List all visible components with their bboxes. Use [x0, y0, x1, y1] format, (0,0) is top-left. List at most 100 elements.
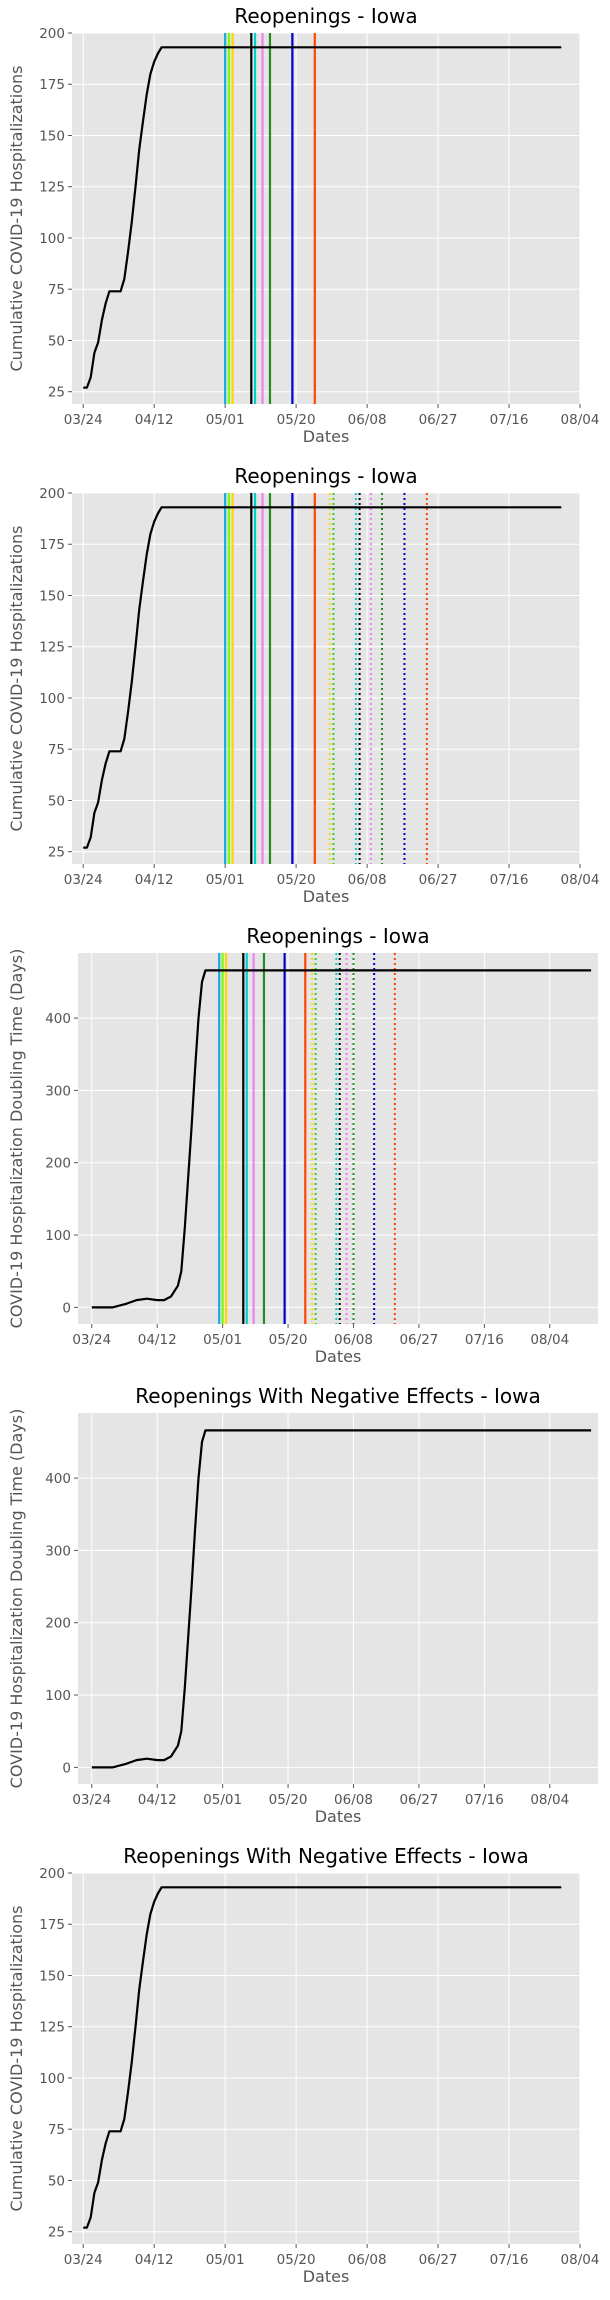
- x-tick-label: 06/27: [419, 872, 458, 888]
- x-tick-label: 06/27: [399, 1792, 438, 1808]
- chart-svg: 03/24 04/12 05/01 05/20 06/08 06/27 07/16 08/04…: [7, 464, 600, 906]
- chart-svg: 03/24 04/12 05/01 05/20 06/08 06/27 07/16 08/04…: [7, 1384, 598, 1826]
- x-axis-label: Dates: [315, 1807, 362, 1826]
- x-tick-label: 07/16: [490, 412, 529, 428]
- y-tick-label: 200: [39, 26, 65, 42]
- plot-area: [72, 33, 580, 404]
- x-tick-label: 03/24: [64, 412, 103, 428]
- x-tick-label: 07/16: [490, 2252, 529, 2268]
- x-tick-label: 05/01: [203, 1792, 242, 1808]
- x-tick-label: 06/08: [348, 872, 387, 888]
- x-tick-label: 05/01: [206, 2252, 245, 2268]
- y-tick-label: 400: [45, 1011, 71, 1027]
- plot-area: [72, 493, 580, 864]
- y-tick-label: 200: [45, 1156, 71, 1172]
- x-axis-label: Dates: [303, 2267, 350, 2286]
- plot-area: [78, 1413, 598, 1784]
- y-tick-label: 100: [45, 1688, 71, 1704]
- y-axis-label: Cumulative COVID-19 Hospitalizations: [7, 525, 26, 831]
- x-tick-label: 06/08: [334, 1792, 373, 1808]
- y-tick-label: 150: [39, 128, 65, 144]
- y-tick-label: 175: [39, 77, 65, 93]
- series-line: [83, 46, 562, 389]
- chart-panel-1: 03/24 04/12 05/01 05/20 06/08 06/27 07/16 08/04…: [0, 0, 610, 460]
- chart-title: Reopenings - Iowa: [246, 924, 429, 948]
- x-tick-label: 06/08: [348, 412, 387, 428]
- series-line: [83, 1886, 562, 2229]
- x-tick-label: 04/12: [135, 412, 174, 428]
- y-tick-label: 75: [48, 282, 65, 298]
- x-tick-label: 08/04: [561, 872, 600, 888]
- y-tick-label: 75: [48, 2122, 65, 2138]
- x-tick-label: 05/20: [277, 872, 316, 888]
- plot-area: [72, 1873, 580, 2244]
- x-tick-label: 05/01: [203, 1332, 242, 1348]
- x-tick-label: 05/20: [269, 1332, 308, 1348]
- y-tick-label: 150: [39, 588, 65, 604]
- x-tick-label: 06/27: [419, 2252, 458, 2268]
- x-tick-label: 03/24: [64, 2252, 103, 2268]
- y-tick-label: 0: [62, 1760, 71, 1776]
- chart-panel-4: 03/24 04/12 05/01 05/20 06/08 06/27 07/16 08/04…: [0, 1380, 610, 1840]
- y-tick-label: 175: [39, 1917, 65, 1933]
- x-tick-label: 05/01: [206, 412, 245, 428]
- x-tick-label: 04/12: [135, 2252, 174, 2268]
- y-tick-label: 125: [39, 640, 65, 656]
- chart-panel-3: 03/24 04/12 05/01 05/20 06/08 06/27 07/16 08/04…: [0, 920, 610, 1380]
- x-tick-label: 07/16: [465, 1332, 504, 1348]
- y-axis-label: COVID-19 Hospitalization Doubling Time (…: [7, 1409, 26, 1789]
- chart-svg: 03/24 04/12 05/01 05/20 06/08 06/27 07/16 08/04…: [7, 4, 600, 446]
- y-tick-label: 25: [48, 2225, 65, 2241]
- plot-area: [78, 953, 598, 1324]
- x-tick-label: 08/04: [561, 412, 600, 428]
- x-tick-label: 05/20: [277, 412, 316, 428]
- y-tick-label: 400: [45, 1471, 71, 1487]
- chart-panel-2: 03/24 04/12 05/01 05/20 06/08 06/27 07/16 08/04…: [0, 460, 610, 920]
- y-tick-label: 0: [62, 1300, 71, 1316]
- chart-title: Reopenings - Iowa: [234, 464, 417, 488]
- x-tick-label: 03/24: [72, 1792, 111, 1808]
- chart-panel-5: 03/24 04/12 05/01 05/20 06/08 06/27 07/16 08/04…: [0, 1840, 610, 2300]
- y-tick-label: 300: [45, 1083, 71, 1099]
- y-tick-label: 125: [39, 180, 65, 196]
- y-tick-label: 300: [45, 1543, 71, 1559]
- chart-svg: 03/24 04/12 05/01 05/20 06/08 06/27 07/16 08/04…: [7, 1844, 600, 2286]
- x-tick-label: 05/20: [277, 2252, 316, 2268]
- x-tick-label: 03/24: [64, 872, 103, 888]
- y-tick-label: 50: [48, 793, 65, 809]
- x-axis-label: Dates: [315, 1347, 362, 1366]
- chart-title: Reopenings With Negative Effects - Iowa: [135, 1384, 540, 1408]
- y-tick-label: 200: [39, 1866, 65, 1882]
- x-tick-label: 07/16: [465, 1792, 504, 1808]
- x-tick-label: 03/24: [72, 1332, 111, 1348]
- x-tick-label: 08/04: [561, 2252, 600, 2268]
- y-tick-label: 100: [39, 2071, 65, 2087]
- x-tick-label: 04/12: [138, 1792, 177, 1808]
- y-tick-label: 125: [39, 2020, 65, 2036]
- x-tick-label: 06/08: [334, 1332, 373, 1348]
- y-tick-label: 25: [48, 845, 65, 861]
- x-tick-label: 08/04: [530, 1332, 569, 1348]
- series-line: [83, 506, 562, 849]
- x-tick-label: 06/08: [348, 2252, 387, 2268]
- y-axis-label: Cumulative COVID-19 Hospitalizations: [7, 1905, 26, 2211]
- x-tick-label: 07/16: [490, 872, 529, 888]
- x-axis-label: Dates: [303, 427, 350, 446]
- y-tick-label: 200: [39, 486, 65, 502]
- x-tick-label: 05/01: [206, 872, 245, 888]
- y-tick-label: 100: [39, 691, 65, 707]
- x-tick-label: 05/20: [269, 1792, 308, 1808]
- y-tick-label: 100: [45, 1228, 71, 1244]
- series-line: [91, 1429, 592, 1769]
- y-axis-label: Cumulative COVID-19 Hospitalizations: [7, 65, 26, 371]
- x-tick-label: 06/27: [399, 1332, 438, 1348]
- chart-title: Reopenings - Iowa: [234, 4, 417, 28]
- y-tick-label: 75: [48, 742, 65, 758]
- y-tick-label: 100: [39, 231, 65, 247]
- y-tick-label: 50: [48, 333, 65, 349]
- x-tick-label: 04/12: [138, 1332, 177, 1348]
- y-axis-label: COVID-19 Hospitalization Doubling Time (…: [7, 949, 26, 1329]
- y-tick-label: 150: [39, 1968, 65, 1984]
- chart-title: Reopenings With Negative Effects - Iowa: [123, 1844, 528, 1868]
